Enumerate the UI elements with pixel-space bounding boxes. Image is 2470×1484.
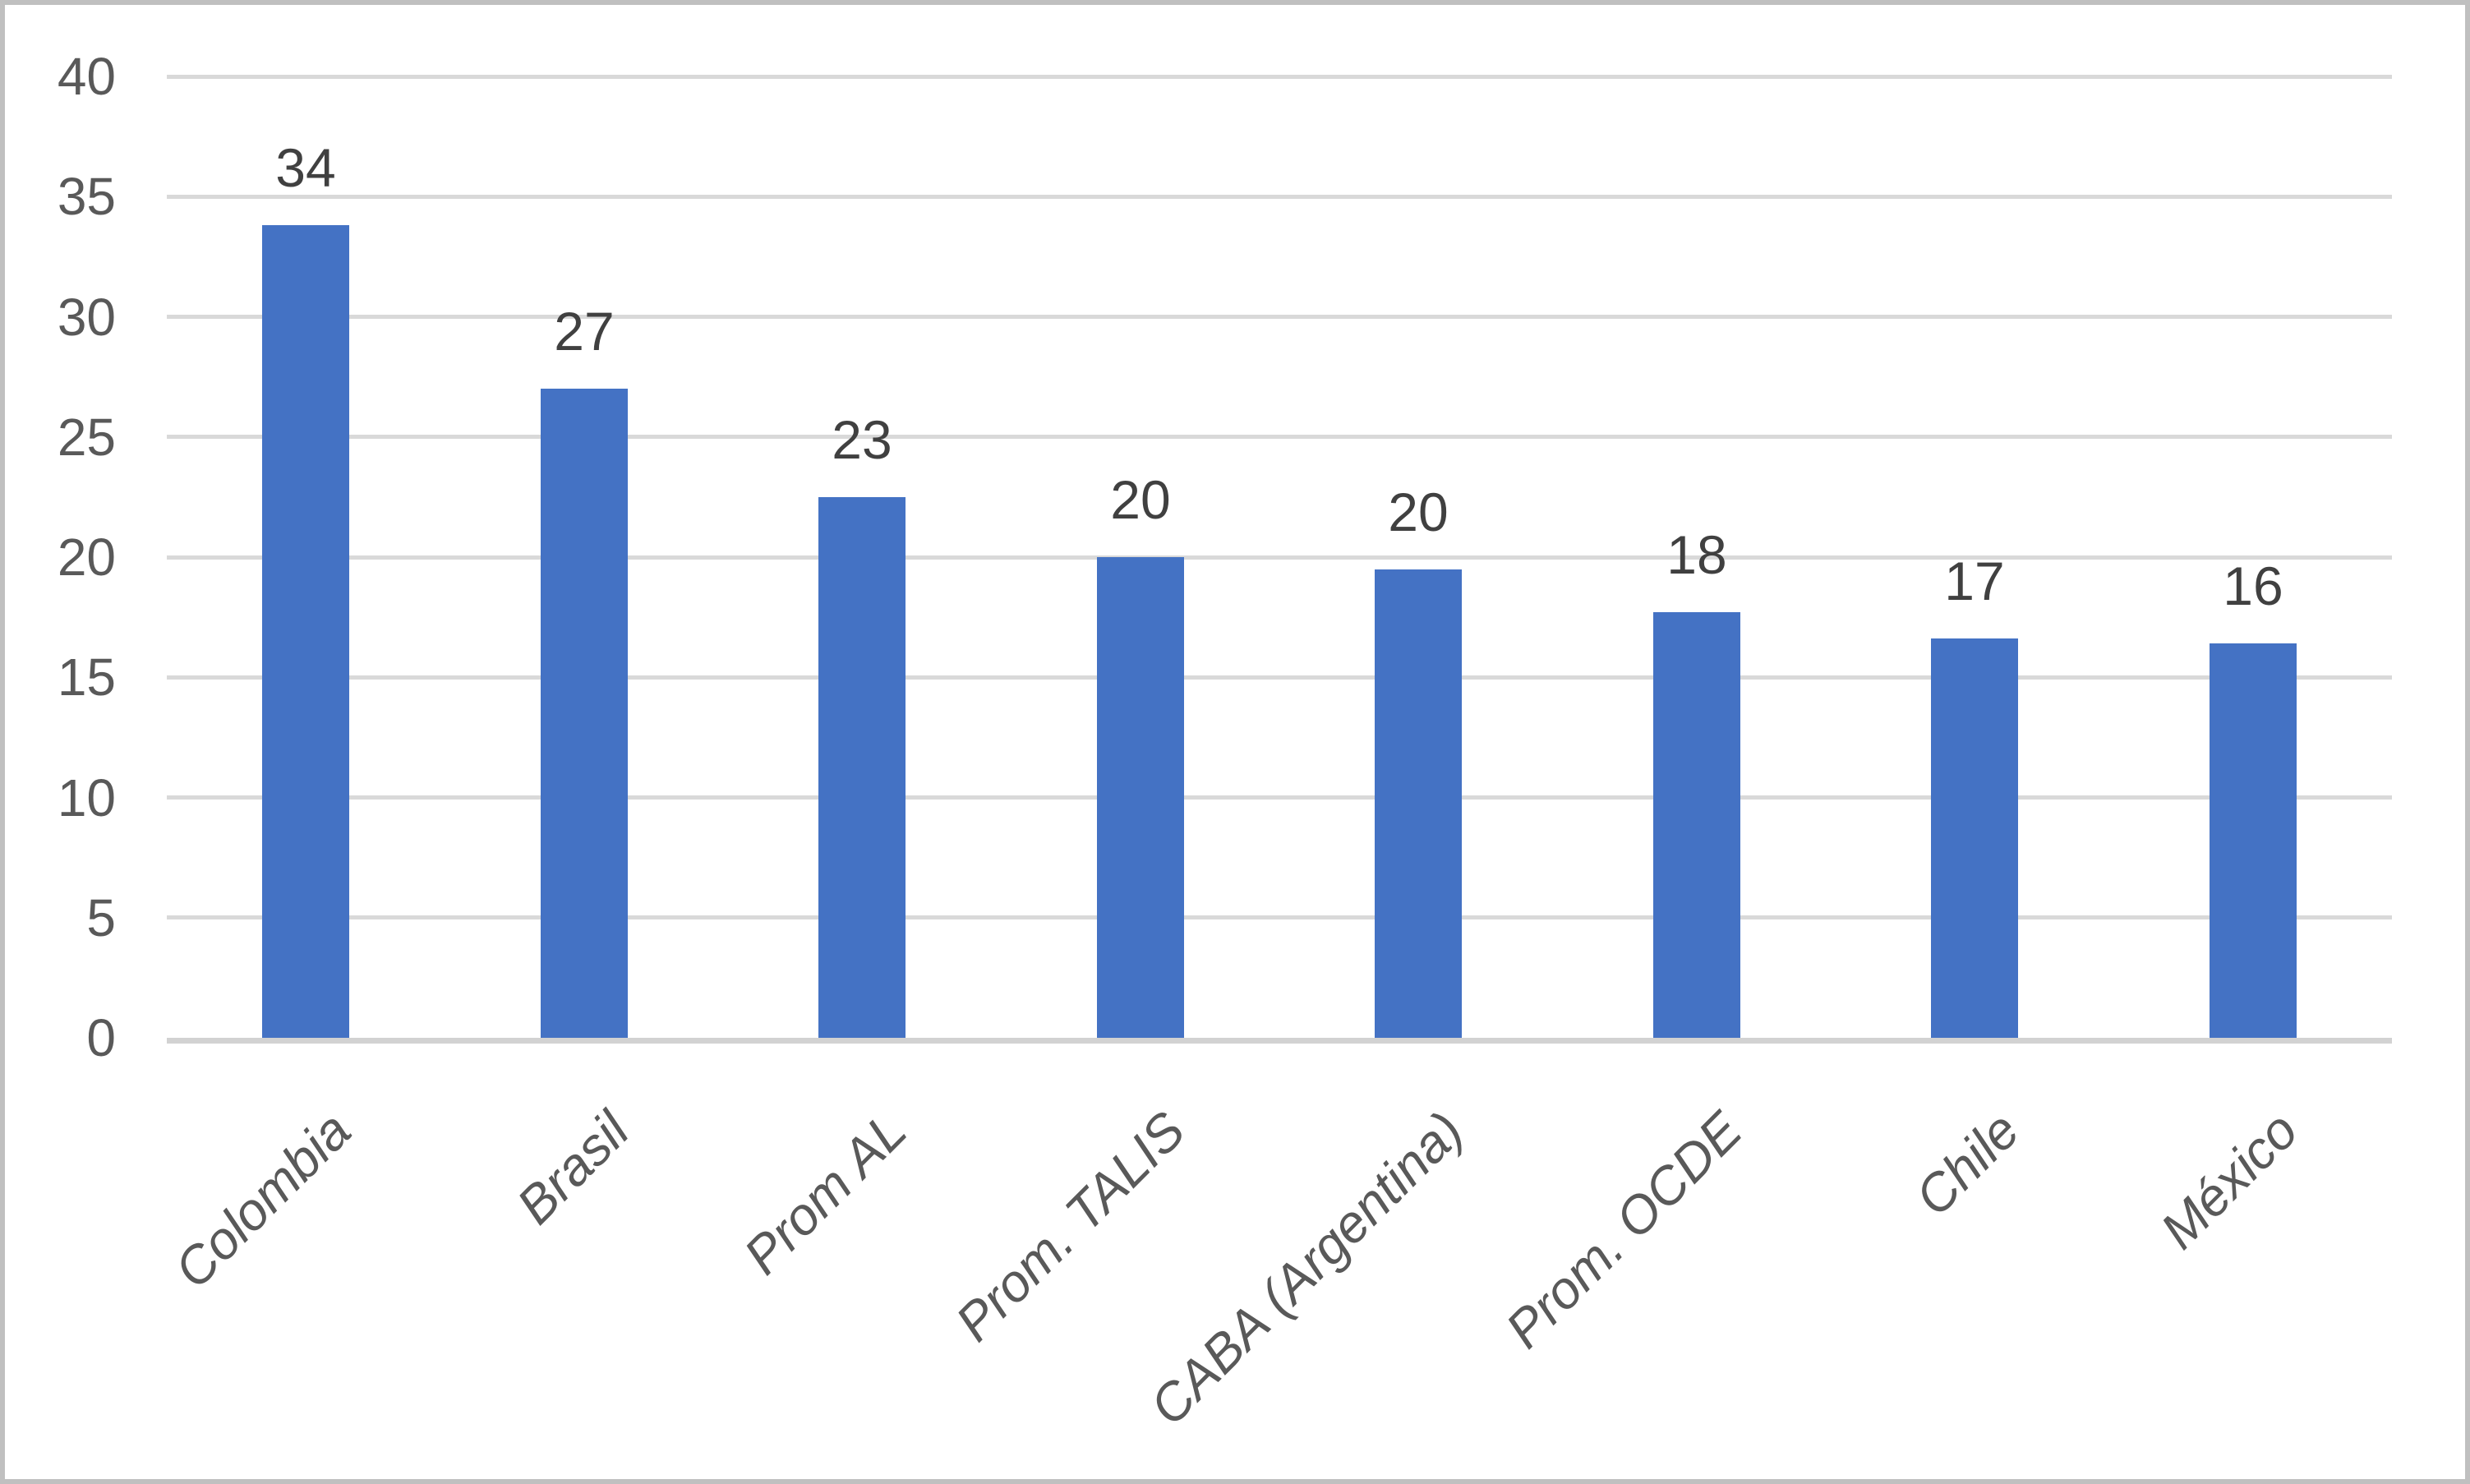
bar [262,225,349,1038]
bar [1097,557,1184,1038]
bar [2210,643,2297,1038]
y-tick-label: 35 [57,167,116,226]
bar [818,497,906,1038]
x-tick-label: Brasil [505,1100,641,1236]
x-tick-label: México [2149,1100,2310,1260]
x-tick-label: CABA (Argentina) [1138,1100,1475,1437]
y-tick-label: 0 [86,1008,116,1067]
x-tick-label: Prom. OCDE [1494,1100,1753,1360]
y-tick-label: 5 [86,888,116,947]
x-tick-label: Prom AL [732,1100,919,1286]
x-tick-label: Chile [1904,1100,2031,1228]
bar [1931,638,2018,1038]
bars: 34 27 23 20 20 18 17 16 [167,76,2392,1038]
y-tick-label: 25 [57,408,116,467]
data-label: 34 [275,137,336,198]
bar [1653,612,1740,1038]
x-axis-line [167,1038,2392,1044]
gridline [167,315,2392,319]
gridline [167,555,2392,560]
gridline [167,795,2392,800]
x-tick-label: Colombia [163,1100,362,1300]
gridline [167,195,2392,199]
y-tick-label: 10 [57,768,116,827]
data-label: 27 [554,301,615,362]
y-tick-label: 15 [57,648,116,707]
gridlines [167,75,2392,1044]
bar [1375,569,1462,1038]
x-tick-label: Prom. TALIS [944,1100,1197,1353]
plot-area: 34 27 23 20 20 18 17 16 [167,75,2392,1044]
y-tick-label: 40 [57,47,116,106]
data-label: 20 [1388,482,1449,542]
gridline [167,435,2392,439]
data-label: 16 [2223,555,2283,616]
bar [541,389,628,1038]
y-tick-label: 30 [57,288,116,347]
gridline [167,75,2392,79]
data-label: 18 [1666,524,1727,585]
data-label: 23 [832,409,892,470]
y-tick-label: 20 [57,528,116,587]
gridline [167,675,2392,680]
data-label: 20 [1110,469,1171,530]
data-label: 17 [1944,551,2005,611]
gridline [167,915,2392,919]
